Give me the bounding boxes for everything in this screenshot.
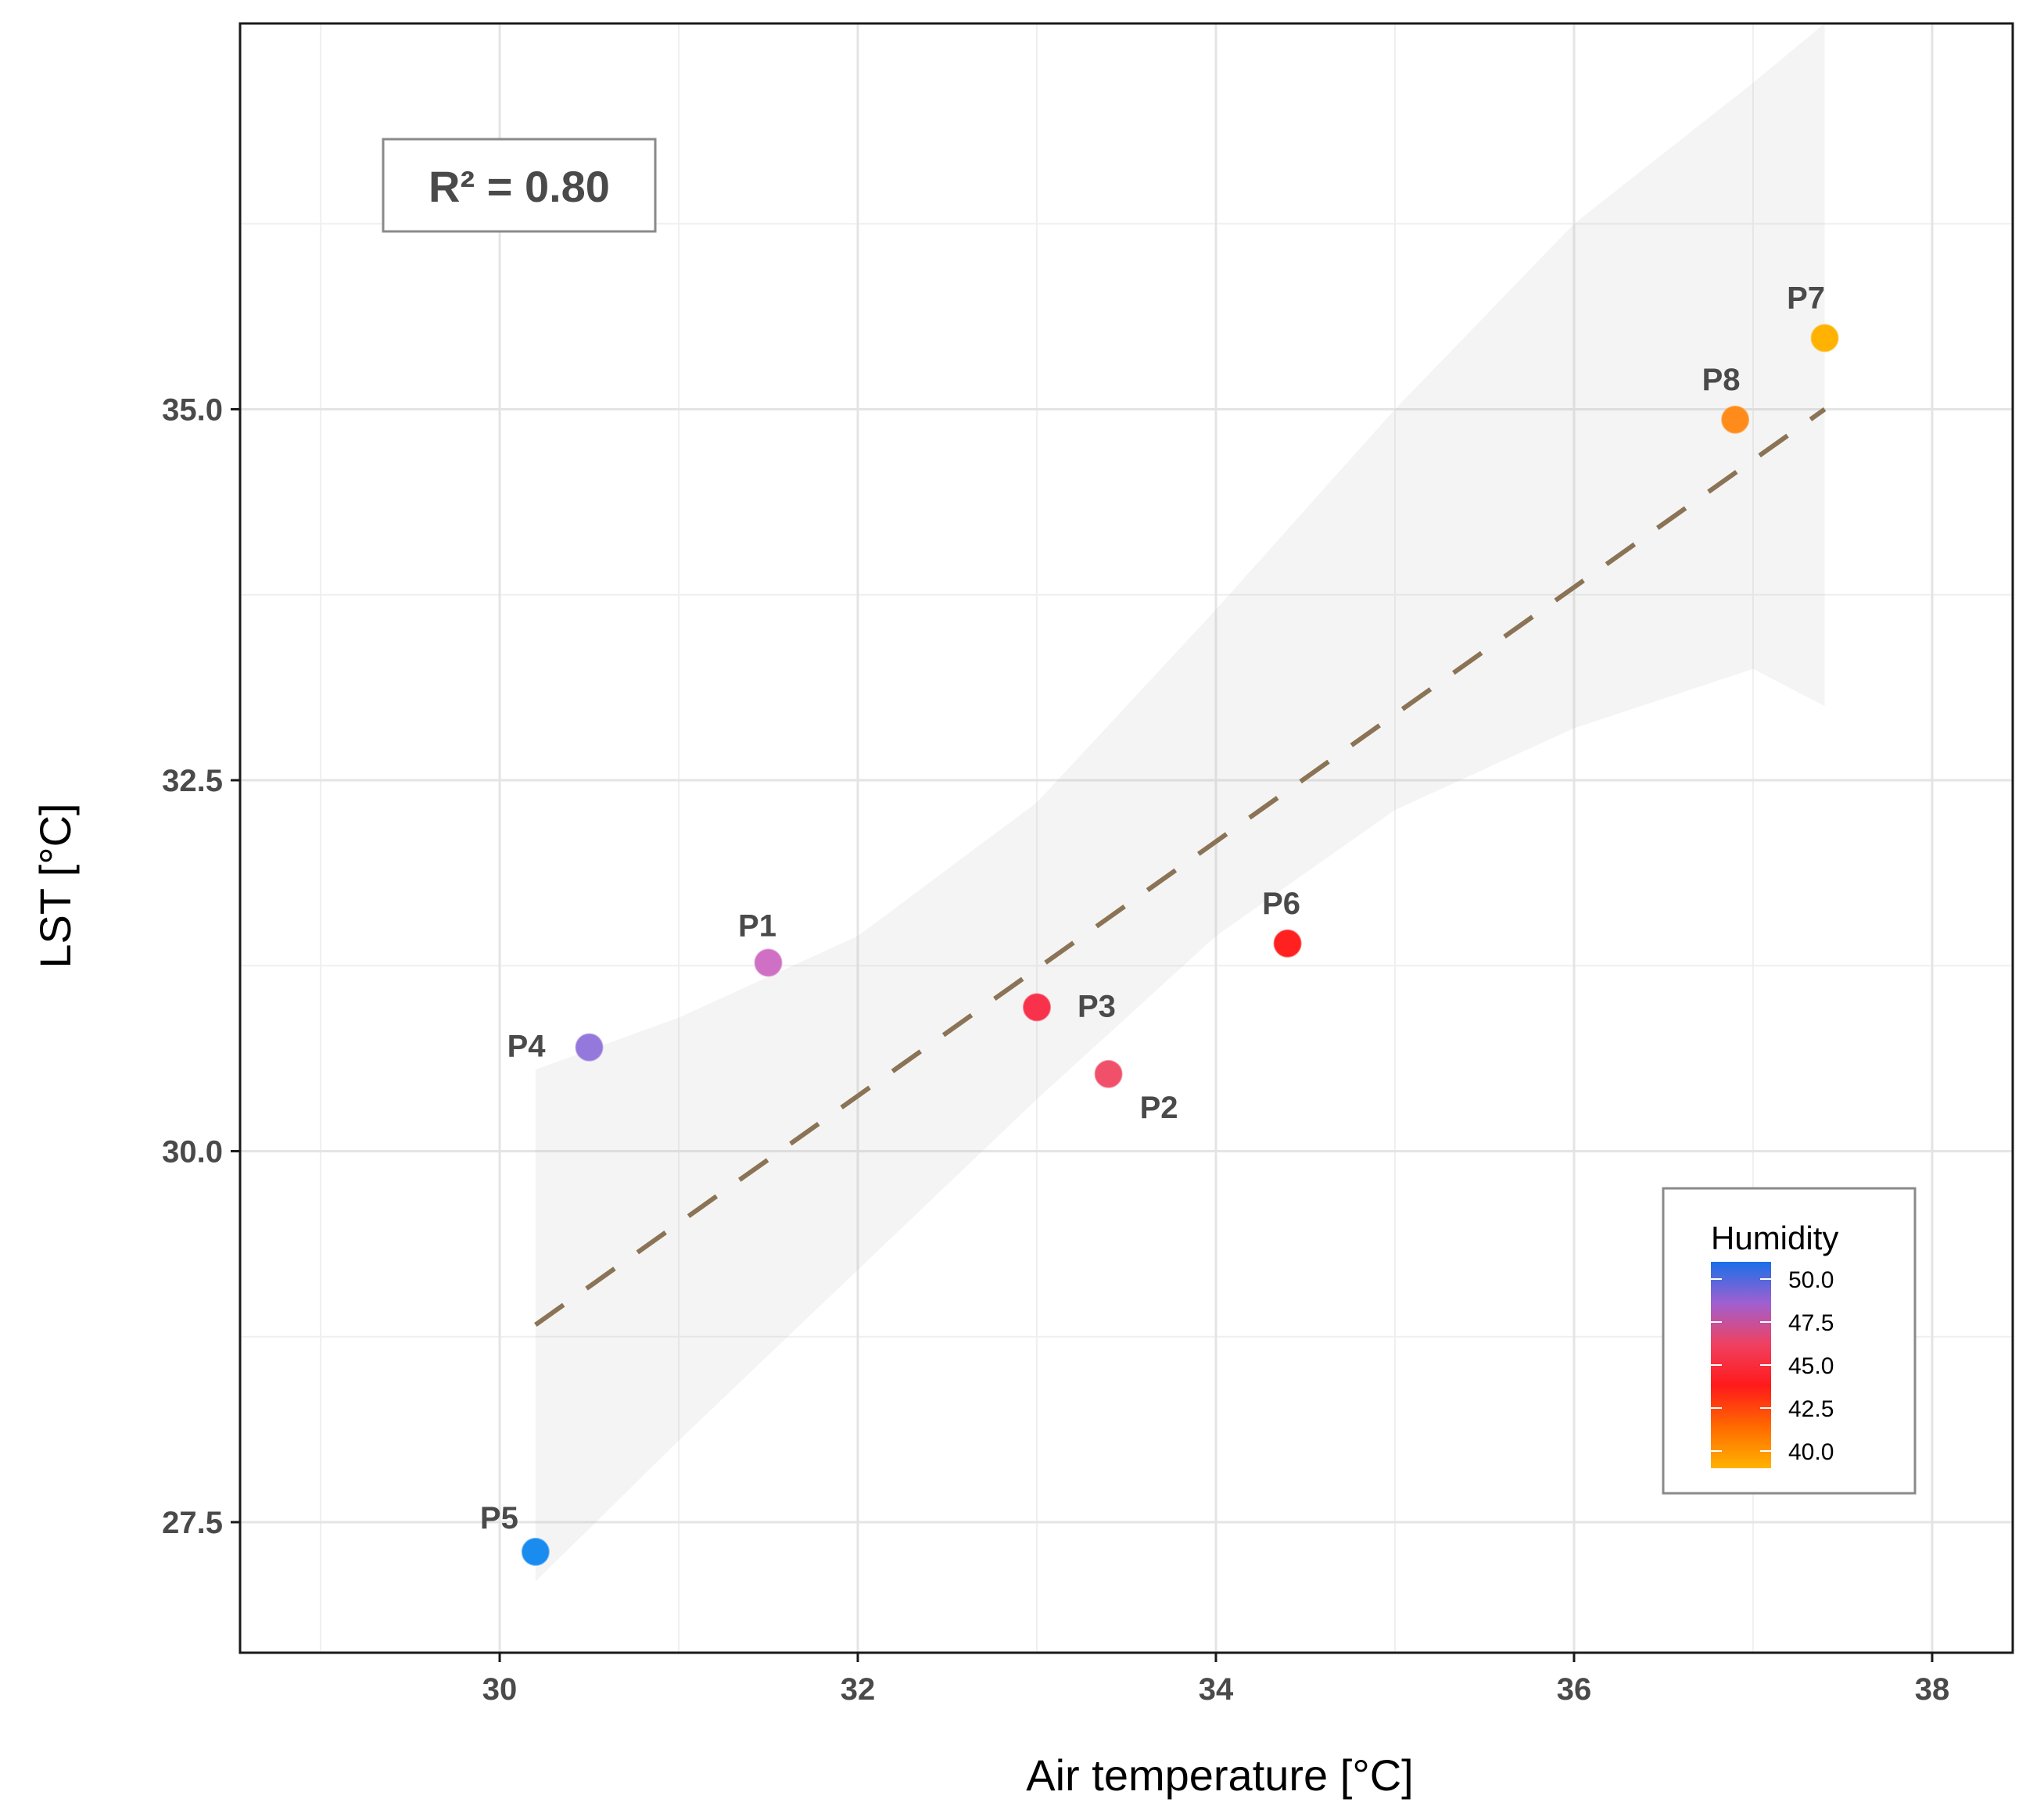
x-tick-label: 34	[1199, 1672, 1234, 1707]
points-layer	[521, 324, 1839, 1566]
confidence-band	[535, 23, 1825, 1582]
y-tick-label: 35.0	[162, 392, 223, 427]
data-point-p7	[1810, 324, 1839, 353]
legend-box	[1662, 1187, 1917, 1495]
data-point-p4	[575, 1033, 604, 1062]
data-point-p5	[521, 1537, 550, 1566]
point-label-p7: P7	[1787, 281, 1825, 315]
y-tick-label: 32.5	[162, 764, 223, 798]
plot-frame	[238, 22, 2014, 1654]
data-point-p6	[1273, 929, 1302, 958]
x-tick-label: 38	[1915, 1672, 1950, 1707]
legend-tick-layer: 50.0 47.5 45.0 42.5 40.0	[1711, 1267, 1834, 1465]
point-label-p2: P2	[1140, 1091, 1178, 1125]
point-label-p5: P5	[480, 1501, 518, 1535]
data-point-p8	[1721, 405, 1750, 434]
legend-tick-label: 40.0	[1788, 1439, 1834, 1465]
data-point-p2	[1094, 1059, 1123, 1088]
legend-tick-label: 42.5	[1788, 1396, 1834, 1422]
point-label-p4: P4	[507, 1030, 547, 1064]
x-tick-layer: 30 32 34 36 38	[482, 1653, 1949, 1707]
data-point-p1	[754, 948, 783, 977]
r2-annotation-text: R² = 0.80	[429, 162, 610, 211]
legend-tick-label: 50.0	[1788, 1267, 1834, 1293]
legend-tick-label: 45.0	[1788, 1353, 1834, 1379]
x-tick-label: 36	[1557, 1672, 1592, 1707]
y-tick-layer: 27.5 30.0 32.5 35.0	[162, 392, 240, 1540]
point-labels-layer: P1 P2 P3 P4 P5 P6 P7 P8	[480, 281, 1825, 1535]
y-tick-label: 27.5	[162, 1506, 223, 1540]
y-tick-label: 30.0	[162, 1134, 223, 1169]
r2-annotation: R² = 0.80	[382, 138, 657, 233]
fit-line-layer	[534, 407, 1827, 1327]
grid-layer	[240, 23, 2013, 1653]
legend-title: Humidity	[1711, 1220, 1838, 1256]
y-axis-title: LST [°C]	[30, 803, 80, 968]
legend: Humidity 50.0 47.5 45.0 42.5 40.0	[1662, 1187, 1917, 1495]
point-label-p1: P1	[738, 908, 776, 943]
point-label-p3: P3	[1078, 989, 1116, 1023]
point-label-p8: P8	[1702, 363, 1741, 397]
r2-annotation-box	[382, 138, 657, 233]
legend-tick-label: 47.5	[1788, 1310, 1834, 1336]
data-point-p3	[1023, 993, 1052, 1022]
confidence-band-layer	[535, 23, 1825, 1582]
point-label-p6: P6	[1262, 887, 1300, 921]
x-axis-title: Air temperature [°C]	[1026, 1750, 1413, 1800]
regression-line	[534, 407, 1827, 1327]
x-tick-label: 32	[841, 1672, 876, 1707]
x-tick-label: 30	[482, 1672, 518, 1707]
